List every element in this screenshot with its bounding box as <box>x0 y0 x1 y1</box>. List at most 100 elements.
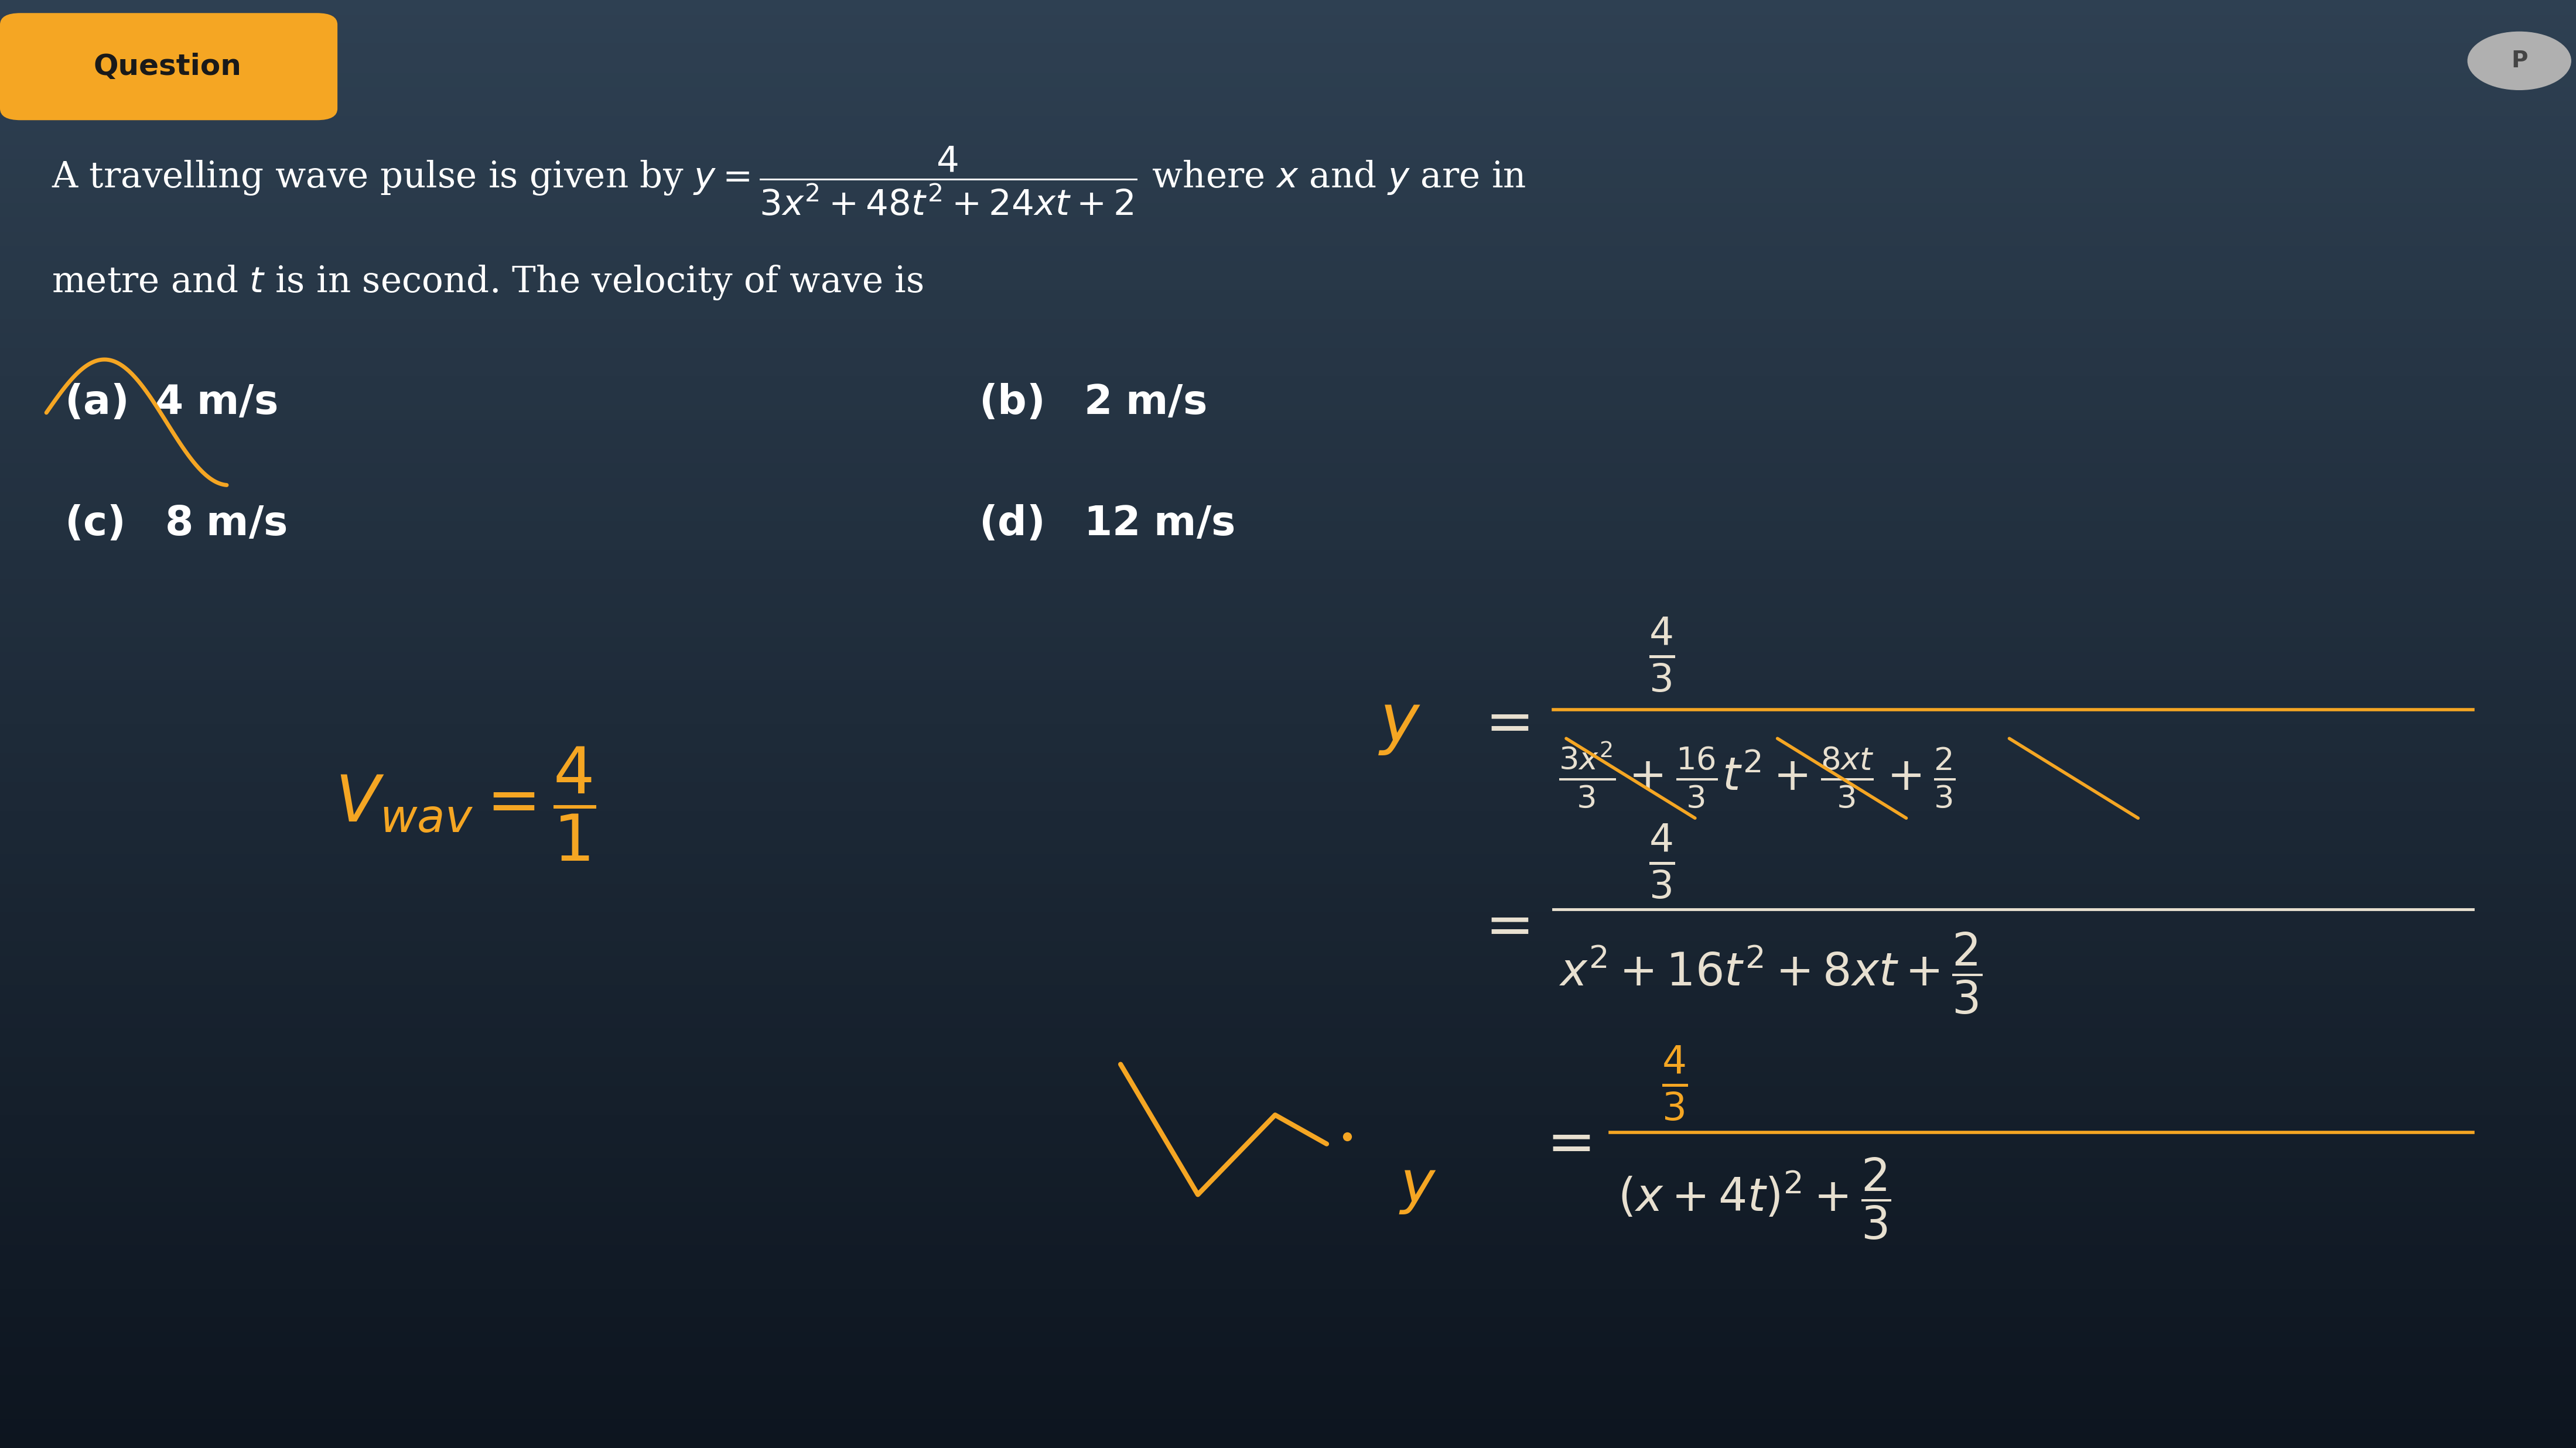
Bar <box>0 825 2576 840</box>
Bar <box>0 1347 2576 1361</box>
Bar <box>0 29 2576 43</box>
Bar <box>0 507 2576 521</box>
Bar <box>0 1405 2576 1419</box>
Bar <box>0 970 2576 985</box>
Bar <box>0 1043 2576 1057</box>
Bar <box>0 840 2576 854</box>
Bar <box>0 681 2576 695</box>
Bar <box>0 130 2576 145</box>
Bar <box>0 1173 2576 1187</box>
Text: $(x+4t)^2+\dfrac{2}{3}$: $(x+4t)^2+\dfrac{2}{3}$ <box>1618 1157 1891 1241</box>
Bar <box>0 999 2576 1014</box>
Bar <box>0 1434 2576 1448</box>
Bar <box>0 1014 2576 1028</box>
Bar <box>0 261 2576 275</box>
Bar <box>0 1318 2576 1332</box>
Text: $\bf{(b)}$   $\bf{2\ m/s}$: $\bf{(b)}$ $\bf{2\ m/s}$ <box>979 384 1206 421</box>
Bar <box>0 1260 2576 1274</box>
Bar <box>0 43 2576 58</box>
Bar <box>0 724 2576 738</box>
Bar <box>0 985 2576 999</box>
Bar <box>0 956 2576 970</box>
Bar <box>0 463 2576 478</box>
Bar <box>0 217 2576 232</box>
Bar <box>0 1100 2576 1115</box>
Bar <box>0 1072 2576 1086</box>
Text: $=$: $=$ <box>1535 1116 1592 1171</box>
Bar <box>0 333 2576 348</box>
Bar <box>0 101 2576 116</box>
Text: $\frac{4}{3}$: $\frac{4}{3}$ <box>1662 1044 1687 1122</box>
Bar <box>0 869 2576 883</box>
Bar <box>0 652 2576 666</box>
Bar <box>0 1274 2576 1289</box>
Text: A travelling wave pulse is given by $y = \dfrac{4}{3x^2 + 48t^2 + 24xt + 2}$ whe: A travelling wave pulse is given by $y =… <box>52 145 1525 217</box>
Text: $V_{wav} = \dfrac{4}{1}$: $V_{wav} = \dfrac{4}{1}$ <box>335 744 595 863</box>
Bar <box>0 72 2576 87</box>
Bar <box>0 376 2576 391</box>
Bar <box>0 623 2576 637</box>
Text: $\frac{3x^2}{3}+\frac{16}{3}t^2+\frac{8xt}{3}+\frac{2}{3}$: $\frac{3x^2}{3}+\frac{16}{3}t^2+\frac{8x… <box>1558 740 1955 809</box>
Bar <box>0 738 2576 753</box>
Bar <box>0 203 2576 217</box>
Bar <box>0 941 2576 956</box>
Bar <box>0 521 2576 536</box>
Bar <box>0 1115 2576 1129</box>
Bar <box>0 14 2576 29</box>
Bar <box>0 1419 2576 1434</box>
Bar <box>0 912 2576 927</box>
Bar <box>0 1028 2576 1043</box>
Text: $\frac{4}{3}$: $\frac{4}{3}$ <box>1649 615 1674 694</box>
Bar <box>0 116 2576 130</box>
Bar <box>0 608 2576 623</box>
Bar <box>0 1144 2576 1158</box>
Bar <box>0 1158 2576 1173</box>
Bar <box>0 159 2576 174</box>
Bar <box>0 1231 2576 1245</box>
Text: metre and $t$ is in second. The velocity of wave is: metre and $t$ is in second. The velocity… <box>52 264 922 301</box>
Bar <box>0 290 2576 304</box>
Bar <box>0 188 2576 203</box>
Bar <box>0 420 2576 434</box>
Bar <box>0 348 2576 362</box>
Text: $\frac{4}{3}$: $\frac{4}{3}$ <box>1649 822 1674 901</box>
Text: $=$: $=$ <box>1473 696 1530 752</box>
Bar <box>0 449 2576 463</box>
Bar <box>0 883 2576 898</box>
Bar <box>0 579 2576 594</box>
Bar <box>0 637 2576 652</box>
Text: Question: Question <box>93 52 242 81</box>
Bar <box>0 710 2576 724</box>
Text: $y$: $y$ <box>1378 692 1422 756</box>
Bar <box>0 1289 2576 1303</box>
Bar <box>0 695 2576 710</box>
Bar <box>0 782 2576 796</box>
Bar <box>0 666 2576 681</box>
Bar <box>0 536 2576 550</box>
Bar <box>0 1202 2576 1216</box>
Bar <box>0 275 2576 290</box>
Bar <box>0 362 2576 376</box>
Bar <box>0 753 2576 767</box>
Bar <box>0 565 2576 579</box>
Bar <box>0 1086 2576 1100</box>
Bar <box>0 58 2576 72</box>
Bar <box>0 1361 2576 1376</box>
Bar <box>0 145 2576 159</box>
Circle shape <box>2468 32 2571 90</box>
Bar <box>0 174 2576 188</box>
Bar <box>0 1187 2576 1202</box>
Text: P: P <box>2512 49 2527 72</box>
FancyBboxPatch shape <box>0 13 337 120</box>
Bar <box>0 0 2576 14</box>
Bar <box>0 492 2576 507</box>
Bar <box>0 391 2576 405</box>
Bar <box>0 898 2576 912</box>
Bar <box>0 767 2576 782</box>
Bar <box>0 1129 2576 1144</box>
Bar <box>0 594 2576 608</box>
Bar <box>0 927 2576 941</box>
Bar <box>0 796 2576 811</box>
Bar <box>0 319 2576 333</box>
Bar <box>0 1057 2576 1072</box>
